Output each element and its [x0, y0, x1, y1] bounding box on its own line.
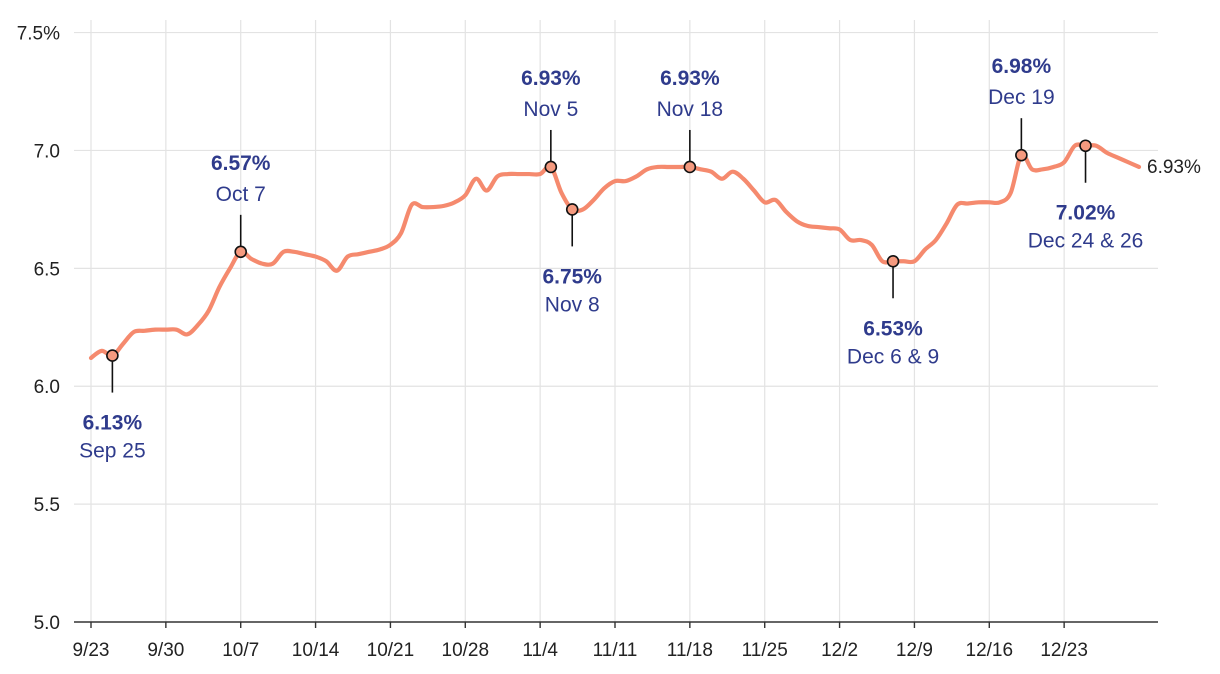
annotations: 6.13% Sep 25 6.57% Oct 7 6.93% Nov 5 6.75% Nov …	[79, 55, 1143, 462]
x-tick-label: 11/25	[742, 640, 788, 661]
x-tick-label: 12/2	[821, 640, 858, 661]
annotation-value: 7.02%	[1056, 202, 1116, 225]
annotation-marker	[683, 160, 697, 174]
annotation-date: Oct 7	[216, 183, 266, 206]
annotation-marker	[886, 254, 900, 268]
annotation: 6.57% Oct 7	[211, 152, 271, 259]
annotation: 6.13% Sep 25	[79, 349, 146, 463]
series-line-group	[88, 142, 1142, 361]
x-tick-label: 12/9	[896, 640, 933, 661]
x-tick-label: 12/16	[966, 640, 1014, 661]
y-tick-label: 6.0	[34, 377, 60, 398]
x-axis-tick-labels: 9/23 9/30 10/7 10/14 10/21 10/28 11/4 11/11 11/1…	[73, 640, 1088, 661]
annotation: 6.53% Dec 6 & 9	[847, 254, 939, 368]
annotation: 6.98% Dec 19	[988, 55, 1055, 162]
annotation-date: Dec 6 & 9	[847, 345, 939, 368]
x-tick-label: 10/14	[292, 640, 340, 661]
annotation-value: 6.53%	[863, 317, 923, 340]
annotation-date: Nov 5	[523, 98, 578, 121]
annotation-marker	[106, 349, 119, 362]
annotation-date: Nov 18	[657, 98, 724, 121]
end-value-label: 6.93%	[1147, 157, 1201, 178]
annotation-date: Sep 25	[79, 440, 146, 463]
annotation: 6.75% Nov 8	[542, 203, 602, 316]
x-tick-label: 11/18	[667, 640, 713, 661]
annotation-value: 6.93%	[521, 67, 581, 90]
x-tick-label: 10/28	[442, 640, 490, 661]
end-label-group: 6.93%	[1147, 157, 1201, 178]
y-tick-label: 7.5%	[17, 24, 60, 45]
grid-lines	[74, 20, 1158, 622]
annotation-value: 6.93%	[660, 67, 720, 90]
y-tick-label: 6.5	[34, 259, 60, 280]
x-tick-label: 9/30	[147, 640, 184, 661]
annotation-marker	[234, 245, 248, 259]
y-tick-label: 5.5	[34, 495, 60, 516]
y-tick-label: 5.0	[34, 613, 60, 634]
axes	[74, 621, 1158, 628]
x-tick-label: 10/7	[222, 640, 259, 661]
annotation-marker	[544, 160, 558, 174]
annotation-marker	[565, 203, 579, 216]
annotation-value: 6.57%	[211, 152, 271, 175]
x-tick-label: 10/21	[367, 640, 415, 661]
annotation-date: Nov 8	[545, 293, 600, 316]
annotation-value: 6.75%	[542, 265, 602, 288]
annotation-value: 6.13%	[83, 412, 143, 435]
annotation: 7.02% Dec 24 & 26	[1028, 139, 1144, 253]
annotation-marker	[1015, 148, 1028, 162]
annotation-marker	[1079, 139, 1092, 153]
annotation-value: 6.98%	[992, 55, 1052, 78]
annotation: 6.93% Nov 5	[521, 67, 581, 174]
y-tick-label: 7.0	[34, 141, 60, 162]
annotation: 6.93% Nov 18	[657, 67, 724, 174]
x-tick-label: 12/23	[1040, 640, 1088, 661]
x-tick-label: 9/23	[73, 640, 110, 661]
annotation-date: Dec 24 & 26	[1028, 230, 1144, 253]
annotation-date: Dec 19	[988, 86, 1055, 109]
series-line	[88, 142, 1142, 361]
y-axis-tick-labels: 5.0 5.5 6.0 6.5 7.0 7.5%	[17, 24, 60, 634]
x-tick-label: 11/4	[522, 640, 558, 661]
x-tick-label: 11/11	[593, 640, 638, 661]
